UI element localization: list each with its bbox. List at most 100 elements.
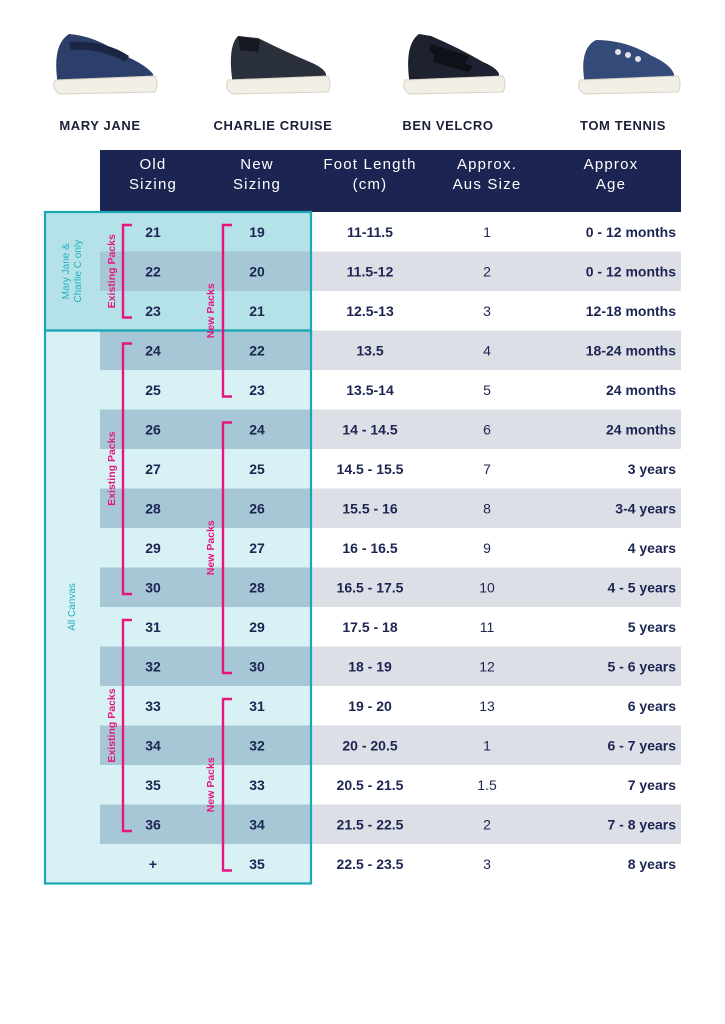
row-tint bbox=[100, 607, 311, 647]
group-label: All Canvas bbox=[67, 583, 78, 631]
table-cell: 1.5 bbox=[477, 777, 497, 793]
row-stripe bbox=[311, 409, 681, 449]
table-cell: 24 months bbox=[606, 382, 676, 398]
mary-jane-shoe-icon bbox=[53, 34, 158, 95]
table-cell: 13.5-14 bbox=[346, 382, 394, 398]
table-cell: 22 bbox=[249, 342, 265, 358]
table-cell: 4 - 5 years bbox=[608, 579, 677, 595]
header-label: Old bbox=[140, 156, 167, 173]
existing-packs-label: Existing Packs bbox=[106, 432, 118, 506]
existing-packs-bracket bbox=[121, 618, 132, 833]
table-cell: 11.5-12 bbox=[347, 263, 394, 279]
table-cell: 26 bbox=[249, 500, 265, 516]
table-cell: 9 bbox=[483, 540, 491, 556]
table-cell: 26 bbox=[145, 421, 161, 437]
table-cell: 6 years bbox=[628, 698, 676, 714]
table-cell: 27 bbox=[249, 540, 265, 556]
table-cell: 33 bbox=[145, 698, 161, 714]
header-label: Sizing bbox=[129, 176, 177, 193]
table-cell: 12-18 months bbox=[586, 303, 676, 319]
table-cell: 16 - 16.5 bbox=[342, 540, 397, 556]
table-cell: 4 bbox=[483, 342, 491, 358]
table-cell: 7 years bbox=[628, 777, 676, 793]
table-cell: 28 bbox=[249, 579, 265, 595]
shoe-styles-row: MARY JANE CHARLIE CRUISE BEN VELCRO TOM … bbox=[0, 0, 725, 145]
header-label: Age bbox=[596, 176, 626, 193]
table-cell: 25 bbox=[145, 382, 161, 398]
table-cell: 5 years bbox=[628, 619, 676, 635]
table-cell: 20.5 - 21.5 bbox=[337, 777, 404, 793]
row-tint bbox=[100, 804, 311, 844]
table-cell: 19 - 20 bbox=[348, 698, 392, 714]
table-cell: 19 bbox=[249, 224, 265, 240]
table-cell: 15.5 - 16 bbox=[342, 500, 397, 516]
group-label: Mary Jane & bbox=[61, 243, 72, 299]
shoe-name-ben-velcro: BEN VELCRO bbox=[402, 118, 494, 133]
group-border bbox=[43, 329, 313, 885]
table-cell: 1 bbox=[483, 224, 491, 240]
existing-packs-bracket bbox=[121, 223, 132, 319]
row-tint bbox=[100, 251, 311, 291]
table-cell: + bbox=[149, 856, 157, 872]
row-tint bbox=[100, 765, 311, 805]
row-tint bbox=[100, 686, 311, 726]
header-label: Foot Length bbox=[323, 156, 416, 173]
slip-on-shoe-icon bbox=[226, 36, 331, 95]
row-tint bbox=[100, 212, 311, 252]
group-side-fill bbox=[45, 330, 100, 884]
new-packs-label: New Packs bbox=[205, 283, 217, 338]
table-header-bar bbox=[100, 150, 681, 212]
tennis-shoe-icon bbox=[578, 40, 681, 95]
row-tint bbox=[100, 646, 311, 686]
table-cell: 31 bbox=[145, 619, 161, 635]
table-cell: 28 bbox=[145, 500, 161, 516]
group-side-fill bbox=[45, 212, 100, 331]
table-cell: 11 bbox=[480, 619, 495, 635]
row-stripe bbox=[311, 488, 681, 528]
row-stripe bbox=[311, 330, 681, 370]
table-cell: 5 - 6 years bbox=[608, 658, 677, 674]
table-cell: 31 bbox=[249, 698, 265, 714]
existing-packs-bracket bbox=[121, 342, 132, 596]
header-label: New bbox=[240, 156, 274, 173]
row-tint bbox=[100, 449, 311, 489]
table-cell: 18 - 19 bbox=[348, 658, 392, 674]
table-cell: 21.5 - 22.5 bbox=[337, 816, 404, 832]
shoe-charlie-cruise: CHARLIE CRUISE bbox=[188, 22, 358, 142]
table-cell: 1 bbox=[483, 737, 491, 753]
header-label: Approx. bbox=[457, 156, 517, 173]
table-cell: 22 bbox=[145, 263, 161, 279]
table-cell: 12.5-13 bbox=[346, 303, 394, 319]
table-cell: 2 bbox=[483, 263, 491, 279]
header-label: Aus Size bbox=[453, 176, 522, 193]
new-packs-bracket bbox=[221, 697, 232, 872]
table-cell: 8 years bbox=[628, 856, 676, 872]
row-stripe bbox=[311, 567, 681, 607]
row-stripe bbox=[311, 725, 681, 765]
table-cell: 2 bbox=[483, 816, 491, 832]
table-cell: 24 months bbox=[606, 421, 676, 437]
row-stripe bbox=[311, 251, 681, 291]
existing-packs-label: Existing Packs bbox=[106, 234, 118, 308]
table-cell: 18-24 months bbox=[586, 342, 676, 358]
table-cell: 34 bbox=[145, 737, 161, 753]
new-packs-bracket bbox=[221, 421, 232, 675]
table-cell: 3-4 years bbox=[615, 500, 676, 516]
table-cell: 3 bbox=[483, 856, 491, 872]
table-cell: 7 bbox=[483, 461, 491, 477]
new-packs-bracket bbox=[221, 223, 232, 398]
shoe-tom-tennis: TOM TENNIS bbox=[538, 22, 708, 142]
row-tint bbox=[100, 844, 311, 884]
table-cell: 6 bbox=[483, 421, 491, 437]
table-cell: 32 bbox=[249, 737, 265, 753]
velcro-shoe-icon bbox=[403, 34, 506, 95]
table-cell: 25 bbox=[249, 461, 265, 477]
table-cell: 20 bbox=[249, 263, 265, 279]
table-cell: 24 bbox=[249, 421, 265, 437]
table-cell: 30 bbox=[145, 579, 161, 595]
table-cell: 29 bbox=[145, 540, 161, 556]
table-cell: 11-11.5 bbox=[347, 224, 393, 240]
new-packs-label: New Packs bbox=[205, 520, 217, 575]
row-tint bbox=[100, 725, 311, 765]
